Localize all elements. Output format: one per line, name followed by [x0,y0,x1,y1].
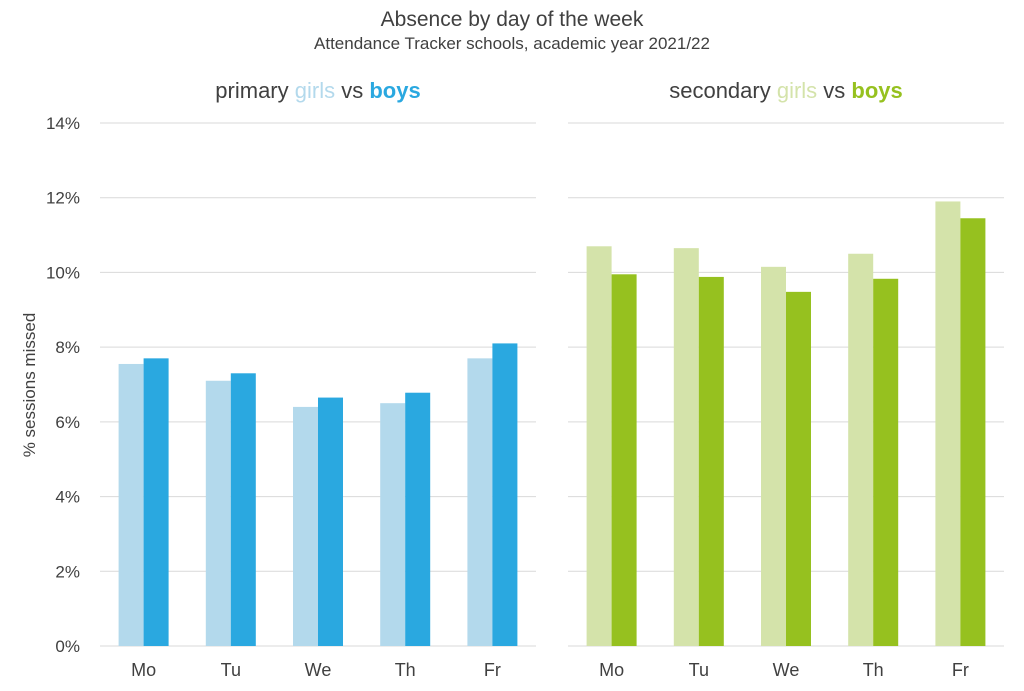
primary-girls-bar [380,403,406,646]
primary-boys-bar [318,397,343,646]
primary-boys-bar [230,373,256,646]
primary-girls-bar [467,358,493,646]
chart-title: Absence by day of the week [380,8,644,31]
secondary-boys-bar [786,291,811,646]
x-tick-label: Mo [599,660,624,680]
x-tick-label: Th [863,660,884,680]
secondary-boys-bar [873,278,899,646]
secondary-girls-bar [761,266,786,646]
primary-boys-bar [492,343,518,646]
x-tick-label: Fr [484,660,501,680]
x-tick-label: Mo [131,660,156,680]
y-tick-label: 2% [55,562,80,581]
secondary-girls-bar [848,253,874,646]
y-tick-label: 12% [46,189,80,208]
y-tick-label: 4% [55,488,80,507]
primary-title-vs: vs [335,78,370,103]
chart-subtitle: Attendance Tracker schools, academic yea… [314,34,710,53]
primary-boys-bar [405,392,431,646]
secondary-title-prefix: secondary [669,78,777,103]
y-tick-label: 8% [55,338,80,357]
secondary-boys-bar [611,274,637,646]
primary-title-prefix: primary [215,78,295,103]
x-tick-label: Fr [952,660,969,680]
x-tick-label: Th [395,660,416,680]
secondary-boys-bar [698,276,724,646]
primary-girls-bar [293,406,318,646]
secondary-title-girls: girls [776,78,818,103]
primary-boys-bar [143,358,169,646]
secondary-girls-bar [586,246,612,646]
primary-panel-title: primary girls vs boys [100,78,536,104]
secondary-girls-bar [673,248,699,646]
secondary-panel-title: secondary girls vs boys [568,78,1004,104]
primary-title-boys: boys [369,78,421,103]
secondary-boys-bar [960,218,986,646]
y-tick-label: 0% [55,637,80,656]
secondary-title-boys: boys [851,78,903,103]
y-tick-label: 10% [46,263,80,282]
x-tick-label: We [773,660,800,680]
y-tick-label: 14% [46,114,80,133]
x-tick-label: Tu [689,660,709,680]
primary-girls-bar [205,380,231,646]
x-tick-label: Tu [221,660,241,680]
primary-title-girls: girls [294,78,336,103]
secondary-title-vs: vs [817,78,852,103]
x-tick-label: We [305,660,332,680]
y-tick-label: 6% [55,413,80,432]
secondary-girls-bar [935,201,961,646]
primary-girls-bar [118,363,144,646]
